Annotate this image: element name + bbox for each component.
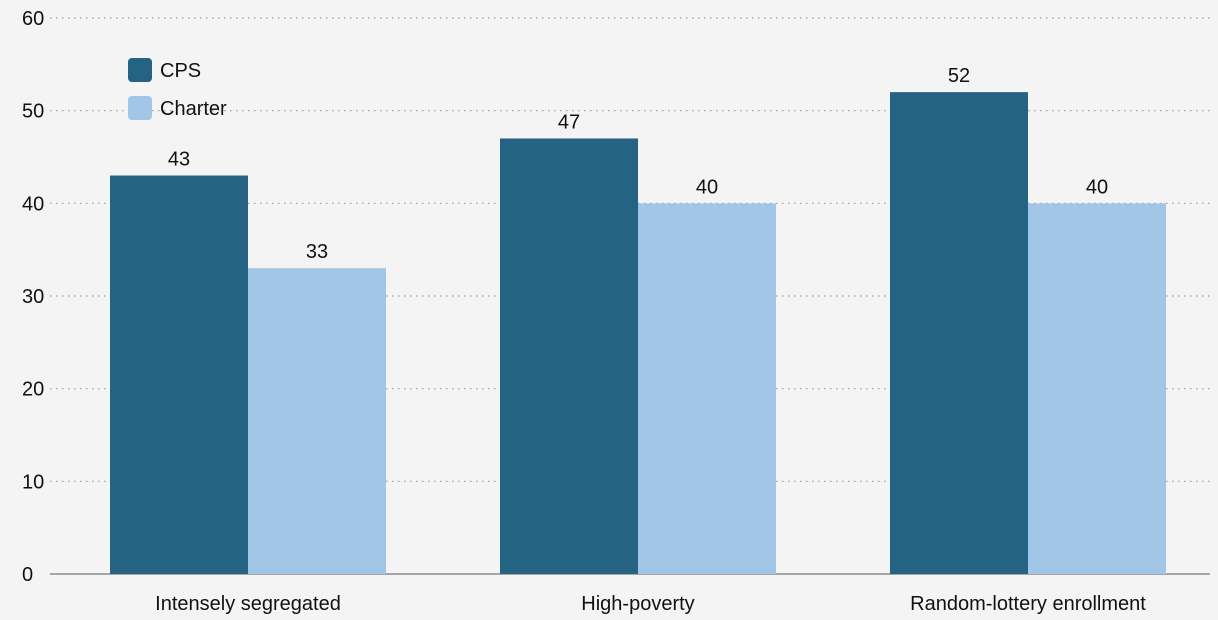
bar-cps <box>110 175 248 575</box>
legend-label: Charter <box>160 98 227 120</box>
data-label: 43 <box>168 149 190 171</box>
y-tick-label: 10 <box>22 471 44 493</box>
bar-cps <box>500 138 638 574</box>
y-tick-label: 50 <box>22 101 44 123</box>
data-label: 52 <box>948 65 970 87</box>
legend-label: CPS <box>160 60 201 82</box>
data-label: 47 <box>558 111 580 133</box>
legend-swatch-cps <box>128 58 152 82</box>
y-tick-label: 0 <box>22 564 33 586</box>
bar-charter <box>248 268 386 574</box>
data-label: 40 <box>696 176 718 198</box>
y-tick-label: 40 <box>22 193 44 215</box>
y-tick-label: 20 <box>22 379 44 401</box>
x-category-label: High-poverty <box>581 593 694 615</box>
y-tick-label: 60 <box>22 8 44 30</box>
x-category-label: Random-lottery enrollment <box>910 593 1146 615</box>
x-category-label: Intensely segregated <box>155 593 341 615</box>
data-label: 33 <box>306 241 328 263</box>
data-label: 40 <box>1086 176 1108 198</box>
bar-charter <box>1028 203 1166 575</box>
bar-charter <box>638 203 776 575</box>
bar-cps <box>890 92 1028 574</box>
legend-swatch-charter <box>128 96 152 120</box>
y-tick-label: 30 <box>22 286 44 308</box>
